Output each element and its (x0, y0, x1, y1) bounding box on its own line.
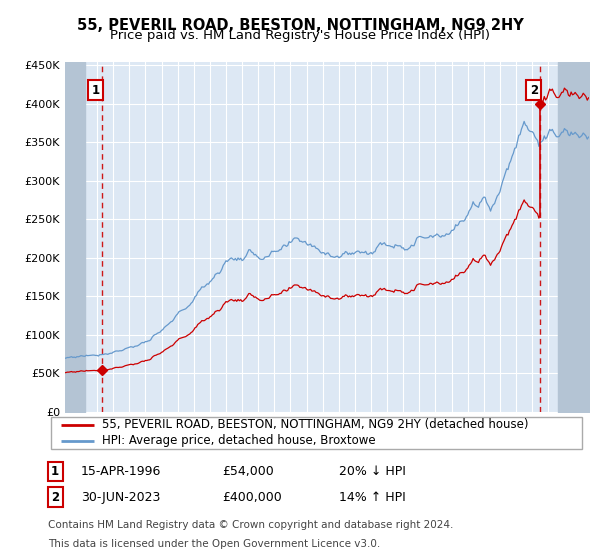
Text: £400,000: £400,000 (222, 491, 282, 504)
Text: 55, PEVERIL ROAD, BEESTON, NOTTINGHAM, NG9 2HY (detached house): 55, PEVERIL ROAD, BEESTON, NOTTINGHAM, N… (102, 418, 528, 431)
Text: Price paid vs. HM Land Registry's House Price Index (HPI): Price paid vs. HM Land Registry's House … (110, 29, 490, 42)
Text: 1: 1 (91, 84, 100, 97)
Text: 1: 1 (51, 465, 59, 478)
Text: HPI: Average price, detached house, Broxtowe: HPI: Average price, detached house, Brox… (102, 435, 376, 447)
Text: 14% ↑ HPI: 14% ↑ HPI (339, 491, 406, 504)
Text: Contains HM Land Registry data © Crown copyright and database right 2024.: Contains HM Land Registry data © Crown c… (48, 520, 454, 530)
Text: 20% ↓ HPI: 20% ↓ HPI (339, 465, 406, 478)
Text: 55, PEVERIL ROAD, BEESTON, NOTTINGHAM, NG9 2HY: 55, PEVERIL ROAD, BEESTON, NOTTINGHAM, N… (77, 18, 523, 33)
Text: £54,000: £54,000 (222, 465, 274, 478)
Text: 15-APR-1996: 15-APR-1996 (81, 465, 161, 478)
Text: This data is licensed under the Open Government Licence v3.0.: This data is licensed under the Open Gov… (48, 539, 380, 549)
Text: 2: 2 (51, 491, 59, 504)
Text: 30-JUN-2023: 30-JUN-2023 (81, 491, 160, 504)
Text: 2: 2 (530, 84, 538, 97)
